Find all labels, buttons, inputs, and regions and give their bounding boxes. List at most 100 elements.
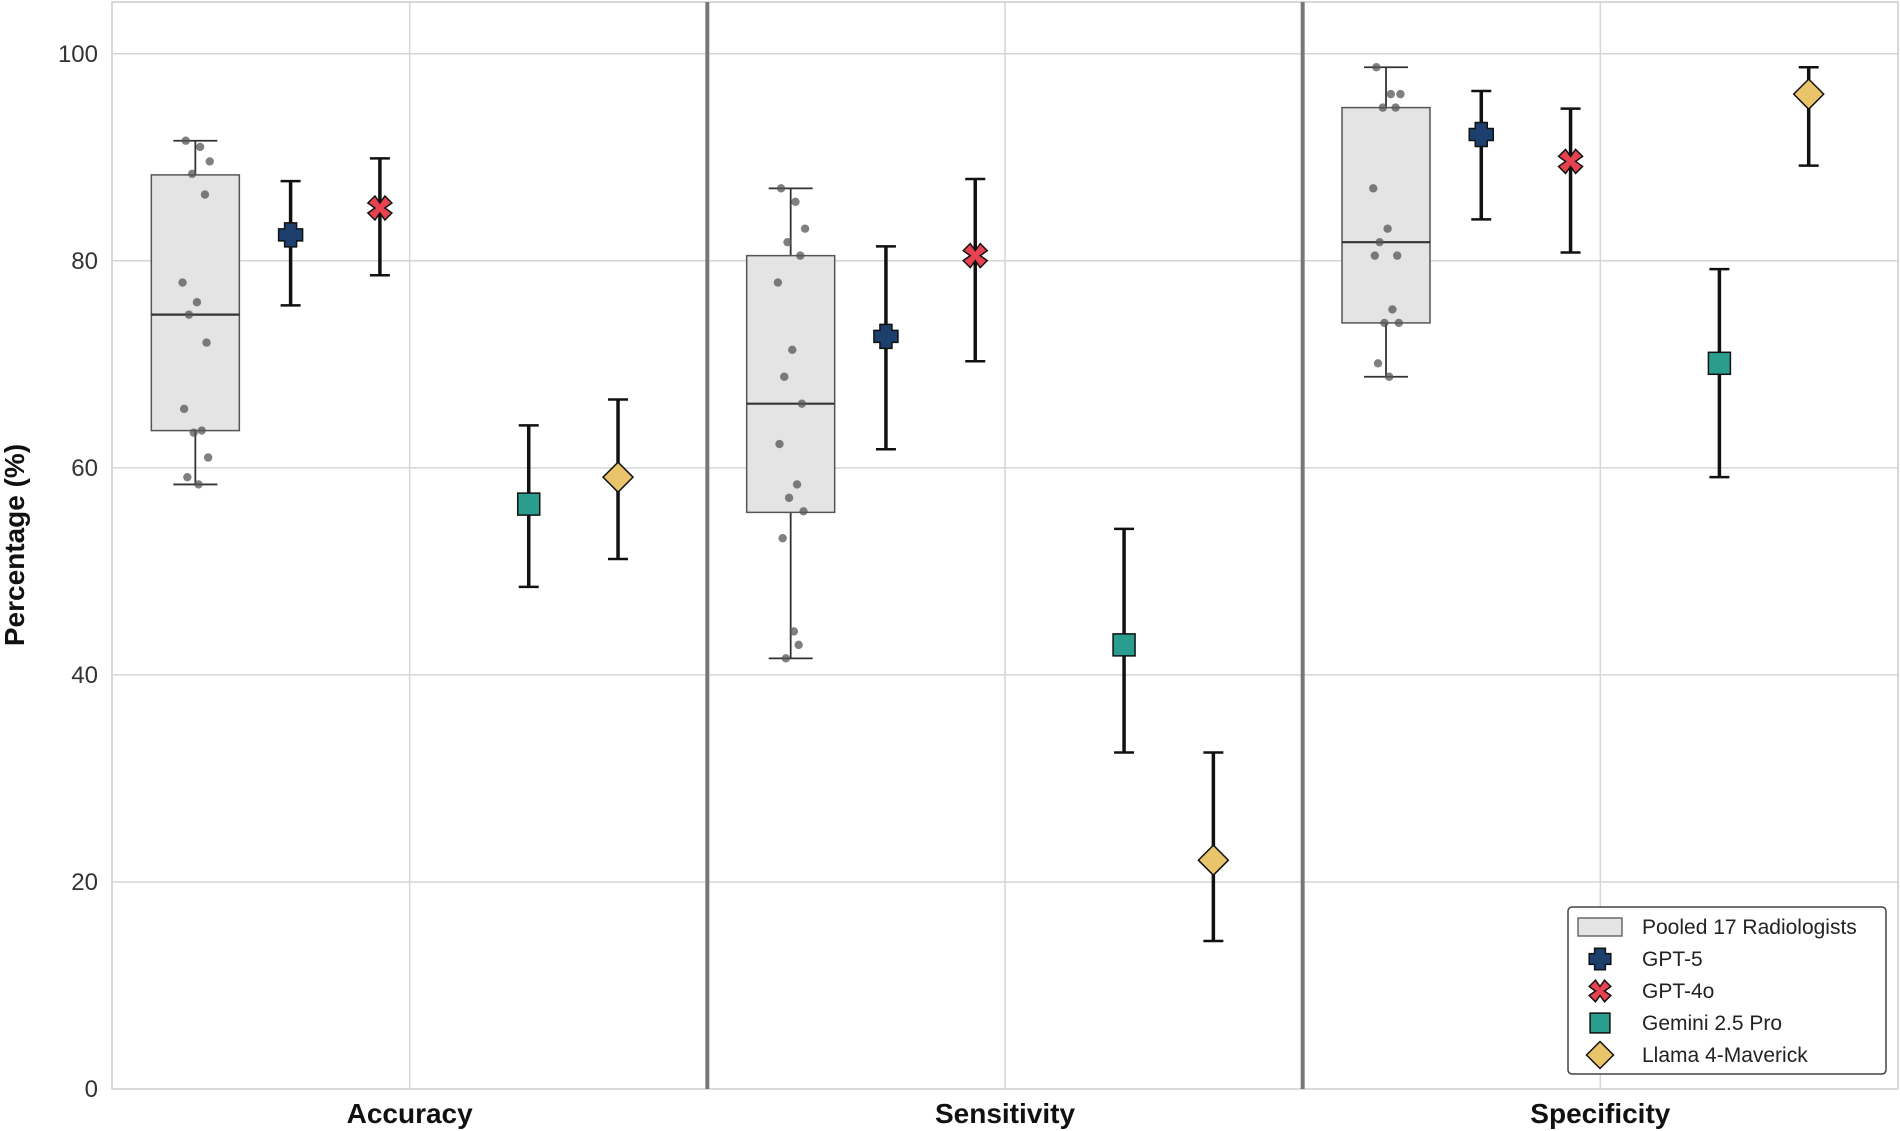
legend: Pooled 17 Radiologists GPT-5 GPT-4o Gemini … bbox=[1567, 906, 1887, 1075]
radiologist-point bbox=[796, 251, 805, 260]
legend-item: Llama 4-Maverick bbox=[1585, 1040, 1808, 1070]
legend-item: GPT-4o bbox=[1588, 979, 1714, 1003]
radiologist-point bbox=[1383, 224, 1392, 233]
radiologist-point bbox=[178, 278, 187, 287]
radiologist-point bbox=[1385, 372, 1394, 381]
legend-label: Pooled 17 Radiologists bbox=[1642, 916, 1857, 939]
x-category-label: Sensitivity bbox=[935, 1098, 1075, 1129]
legend-item: Gemini 2.5 Pro bbox=[1589, 1012, 1782, 1035]
legend-label: Gemini 2.5 Pro bbox=[1642, 1012, 1782, 1035]
legend-item: Pooled 17 Radiologists bbox=[1577, 916, 1857, 939]
radiologist-point bbox=[1372, 63, 1381, 72]
y-tick-label: 100 bbox=[58, 41, 98, 68]
radiologist-point bbox=[203, 453, 213, 462]
box-iqr bbox=[1341, 106, 1431, 324]
data-point bbox=[1792, 78, 1825, 111]
radiologist-point bbox=[195, 142, 205, 152]
radiologist-point bbox=[1386, 89, 1396, 99]
y-tick-label: 80 bbox=[71, 248, 98, 275]
legend-marker bbox=[1585, 1040, 1615, 1070]
legend-item: GPT-5 bbox=[1588, 947, 1703, 971]
y-tick-label: 60 bbox=[71, 455, 98, 482]
radiologist-point bbox=[179, 404, 189, 414]
radiologist-point bbox=[192, 298, 202, 307]
x-category-label: Accuracy bbox=[347, 1098, 474, 1129]
radiologist-point bbox=[1380, 318, 1389, 328]
series-gpt-5 bbox=[277, 89, 1495, 451]
legend-swatch-box bbox=[1577, 917, 1623, 937]
legend-label: Llama 4-Maverick bbox=[1642, 1044, 1808, 1067]
data-point bbox=[873, 323, 899, 350]
data-point bbox=[962, 242, 989, 269]
radiologist-point bbox=[799, 507, 808, 516]
radiologist-point bbox=[783, 237, 792, 247]
radiologist-point bbox=[200, 190, 210, 199]
radiologist-point bbox=[197, 426, 206, 435]
legend-label: GPT-4o bbox=[1642, 980, 1714, 1003]
radiologist-point bbox=[202, 338, 211, 347]
radiologist-point bbox=[788, 345, 797, 355]
y-tick-label: 40 bbox=[71, 662, 98, 689]
box-sensitivity bbox=[745, 184, 836, 663]
legend-marker bbox=[1588, 979, 1612, 1003]
series-gpt-4o bbox=[366, 107, 1584, 363]
data-point bbox=[1707, 351, 1732, 376]
data-point bbox=[366, 194, 394, 222]
radiologist-point bbox=[800, 224, 810, 233]
radiologist-point bbox=[781, 654, 791, 663]
radiologist-point bbox=[1375, 237, 1384, 247]
gridlines bbox=[112, 2, 1898, 1090]
data-point bbox=[1197, 844, 1230, 877]
radiologist-point bbox=[194, 480, 203, 489]
box-specificity bbox=[1341, 63, 1431, 381]
y-tick-label: 0 bbox=[85, 1076, 98, 1103]
radiologist-point bbox=[1394, 318, 1404, 328]
radiologist-point bbox=[1370, 251, 1380, 260]
radiologist-point bbox=[778, 534, 787, 543]
radiologist-point bbox=[789, 627, 799, 636]
data-point bbox=[601, 461, 635, 494]
data-point bbox=[516, 492, 541, 516]
radiologist-point bbox=[183, 472, 192, 482]
radiologist-point bbox=[797, 399, 807, 408]
panel-separators bbox=[705, 2, 1305, 1089]
radiologist-point bbox=[181, 136, 190, 145]
radiologist-point bbox=[773, 278, 783, 287]
radiologist-point bbox=[776, 184, 786, 193]
radiologist-point bbox=[184, 310, 194, 319]
radiologist-point bbox=[792, 480, 802, 489]
box-iqr bbox=[745, 254, 836, 514]
radiologist-point bbox=[1391, 103, 1400, 112]
y-tick-label: 20 bbox=[71, 869, 98, 896]
legend-frame bbox=[1567, 906, 1887, 1075]
radiologist-point bbox=[1388, 305, 1397, 314]
x-category-label: Specificity bbox=[1530, 1098, 1670, 1129]
data-point bbox=[1112, 633, 1136, 657]
radiologist-point bbox=[205, 157, 214, 166]
series-gemini-2-5-pro bbox=[516, 267, 1732, 754]
radiologist-point bbox=[1373, 359, 1383, 368]
data-point bbox=[1557, 148, 1584, 175]
y-axis-label: Percentage (%) bbox=[0, 444, 30, 646]
radiologist-point bbox=[780, 372, 789, 381]
radiologist-point bbox=[187, 169, 197, 179]
radiologist-point bbox=[1378, 103, 1388, 112]
legend-label: GPT-5 bbox=[1642, 948, 1703, 971]
series-llama-4-maverick bbox=[601, 65, 1825, 943]
legend-marker bbox=[1588, 947, 1612, 971]
y-tick-labels: 0 20 40 60 80 100 bbox=[58, 41, 98, 1103]
legend-marker bbox=[1589, 1012, 1611, 1034]
radiologist-point bbox=[784, 493, 794, 503]
radiologist-point bbox=[1396, 89, 1405, 99]
data-point bbox=[1468, 121, 1495, 148]
model-series bbox=[277, 65, 1825, 943]
box-accuracy bbox=[150, 136, 241, 489]
radiologist-point bbox=[791, 197, 800, 207]
data-point bbox=[277, 222, 304, 248]
x-category-labels: Accuracy Sensitivity Specificity bbox=[347, 1098, 1671, 1129]
radiologist-point bbox=[1393, 251, 1402, 260]
radiologist-point bbox=[189, 428, 198, 437]
radiologist-point bbox=[1369, 184, 1378, 193]
radiologist-point bbox=[794, 640, 803, 650]
